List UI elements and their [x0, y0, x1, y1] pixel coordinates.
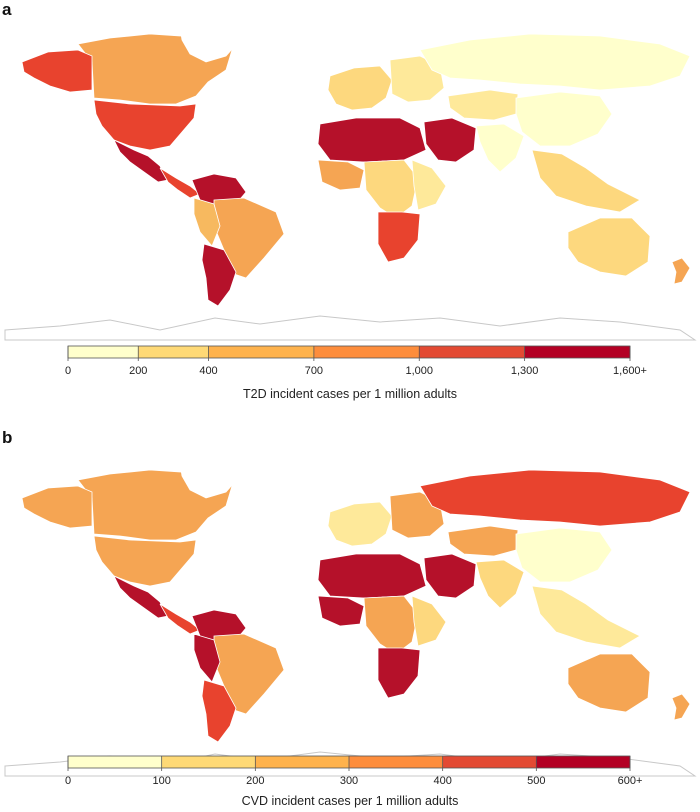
region-central-america: [159, 603, 201, 635]
region-central-america: [159, 167, 201, 199]
region-china: [515, 91, 613, 147]
colorbar-segment: [313, 346, 420, 358]
world-map: [4, 21, 697, 341]
region-alaska: [21, 49, 93, 93]
tick-label: 400: [199, 365, 218, 377]
region-southern-africa: [377, 647, 421, 699]
tick-label: 500: [527, 775, 546, 787]
colorbar-segment: [349, 756, 443, 768]
region-australia: [567, 653, 651, 713]
panel-b: b 0 100 200 300 400 500 600+ CVD incident case…: [0, 424, 700, 812]
region-alaska: [21, 485, 93, 529]
region-brazil: [213, 197, 285, 279]
legend-title: CVD incident cases per 1 million adults: [241, 794, 459, 808]
colorbar-segment: [68, 346, 139, 358]
colorbar-segment: [524, 346, 630, 358]
region-south-asia: [475, 559, 525, 609]
tick-label: 400: [433, 775, 452, 787]
region-central-africa: [363, 159, 419, 219]
tick-label: 1,300: [510, 365, 539, 377]
colorbar-segment: [419, 346, 525, 358]
panel-label: b: [2, 428, 13, 447]
region-north-africa: [317, 553, 427, 599]
colorbar-segment: [255, 756, 349, 768]
region-usa: [93, 535, 197, 587]
region-europe-west: [327, 501, 393, 547]
panel-label: a: [2, 0, 12, 19]
region-antarctica: [4, 315, 697, 341]
tick-label: 1,600+: [613, 365, 647, 377]
tick-label: 700: [304, 365, 324, 377]
legend-colorbar: [67, 755, 631, 771]
region-central-africa: [363, 595, 419, 655]
colorbar-segment: [138, 346, 209, 358]
region-brazil: [213, 633, 285, 715]
region-mexico: [113, 575, 169, 619]
tick-label: 600+: [617, 775, 643, 787]
tick-label: 1,000: [405, 365, 434, 377]
region-greenland: [179, 457, 241, 499]
tick-label: 0: [64, 775, 72, 787]
legend: 0 100 200 300 400 500 600+ CVD incident cases …: [0, 750, 700, 812]
legend-title: T2D incident cases per 1 million adults: [243, 387, 457, 401]
region-new-zealand: [671, 257, 691, 285]
region-middle-east: [423, 553, 477, 599]
region-greenland: [179, 21, 241, 63]
colorbar-segment: [161, 756, 256, 768]
region-southeast-asia: [531, 149, 641, 213]
region-middle-east: [423, 117, 477, 163]
region-new-zealand: [671, 693, 691, 721]
region-argentina-chile: [201, 243, 237, 307]
region-china: [515, 527, 613, 583]
region-central-asia: [447, 89, 519, 121]
tick-label: 200: [246, 775, 265, 787]
region-russia: [419, 33, 691, 91]
region-usa: [93, 99, 197, 151]
panel-a: a 0 200 400 700 1,000 1,300 1,600+ T2D inciden…: [0, 0, 700, 406]
region-russia: [419, 469, 691, 527]
tick-label: 100: [152, 775, 171, 787]
colorbar-segment: [442, 756, 537, 768]
legend-colorbar: [67, 345, 631, 361]
region-southeast-asia: [531, 585, 641, 649]
region-southern-africa: [377, 211, 421, 263]
tick-label: 200: [129, 365, 148, 377]
region-central-asia: [447, 525, 519, 557]
region-east-africa: [411, 595, 447, 647]
world-map: [4, 457, 697, 777]
region-south-asia: [475, 123, 525, 173]
tick-label: 300: [339, 775, 359, 787]
legend: 0 200 400 700 1,000 1,300 1,600+ T2D incident …: [0, 340, 700, 406]
region-argentina-chile: [201, 679, 237, 743]
region-east-africa: [411, 159, 447, 211]
colorbar-segment: [208, 346, 314, 358]
region-mexico: [113, 139, 169, 183]
region-europe-west: [327, 65, 393, 111]
region-north-africa: [317, 117, 427, 163]
colorbar-segment: [68, 756, 162, 768]
colorbar-segment: [536, 756, 630, 768]
tick-label: 0: [64, 365, 72, 377]
region-australia: [567, 217, 651, 277]
region-west-africa: [317, 159, 365, 191]
region-west-africa: [317, 595, 365, 627]
